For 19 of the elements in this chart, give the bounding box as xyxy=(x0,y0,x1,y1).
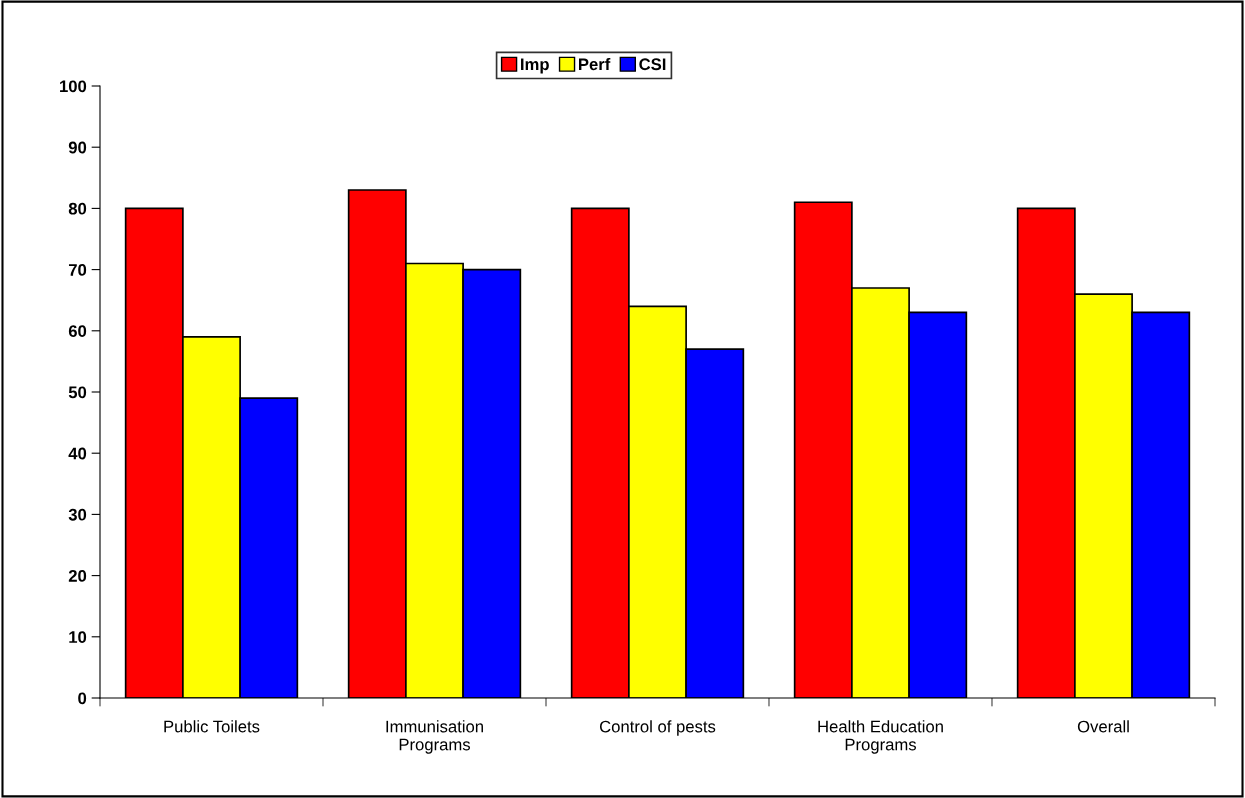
y-tick-label: 100 xyxy=(60,80,87,93)
y-tick-label: 0 xyxy=(78,692,87,705)
legend-label: CSI xyxy=(639,58,666,71)
y-tick-label: 40 xyxy=(68,447,87,460)
y-tick-label: 90 xyxy=(68,141,87,154)
y-tick-label: 10 xyxy=(69,631,87,643)
y-tick-label: 70 xyxy=(68,264,87,276)
y-tick-label: 20 xyxy=(68,570,87,582)
x-tick-label: Overall xyxy=(1077,720,1129,733)
x-tick-label: Control of pests xyxy=(599,720,716,736)
x-tick-label: Health Education Programs xyxy=(818,720,943,754)
y-tick-label: 30 xyxy=(68,508,87,521)
x-tick-label: Public Toilets xyxy=(164,720,260,733)
legend-label: Perf xyxy=(578,57,611,71)
y-tick-label: 60 xyxy=(68,325,87,337)
x-tick-label: Immunisation Programs xyxy=(386,720,483,754)
y-tick-label: 50 xyxy=(68,386,87,399)
y-tick-label: 80 xyxy=(68,202,87,215)
legend-label: Imp xyxy=(521,58,549,74)
